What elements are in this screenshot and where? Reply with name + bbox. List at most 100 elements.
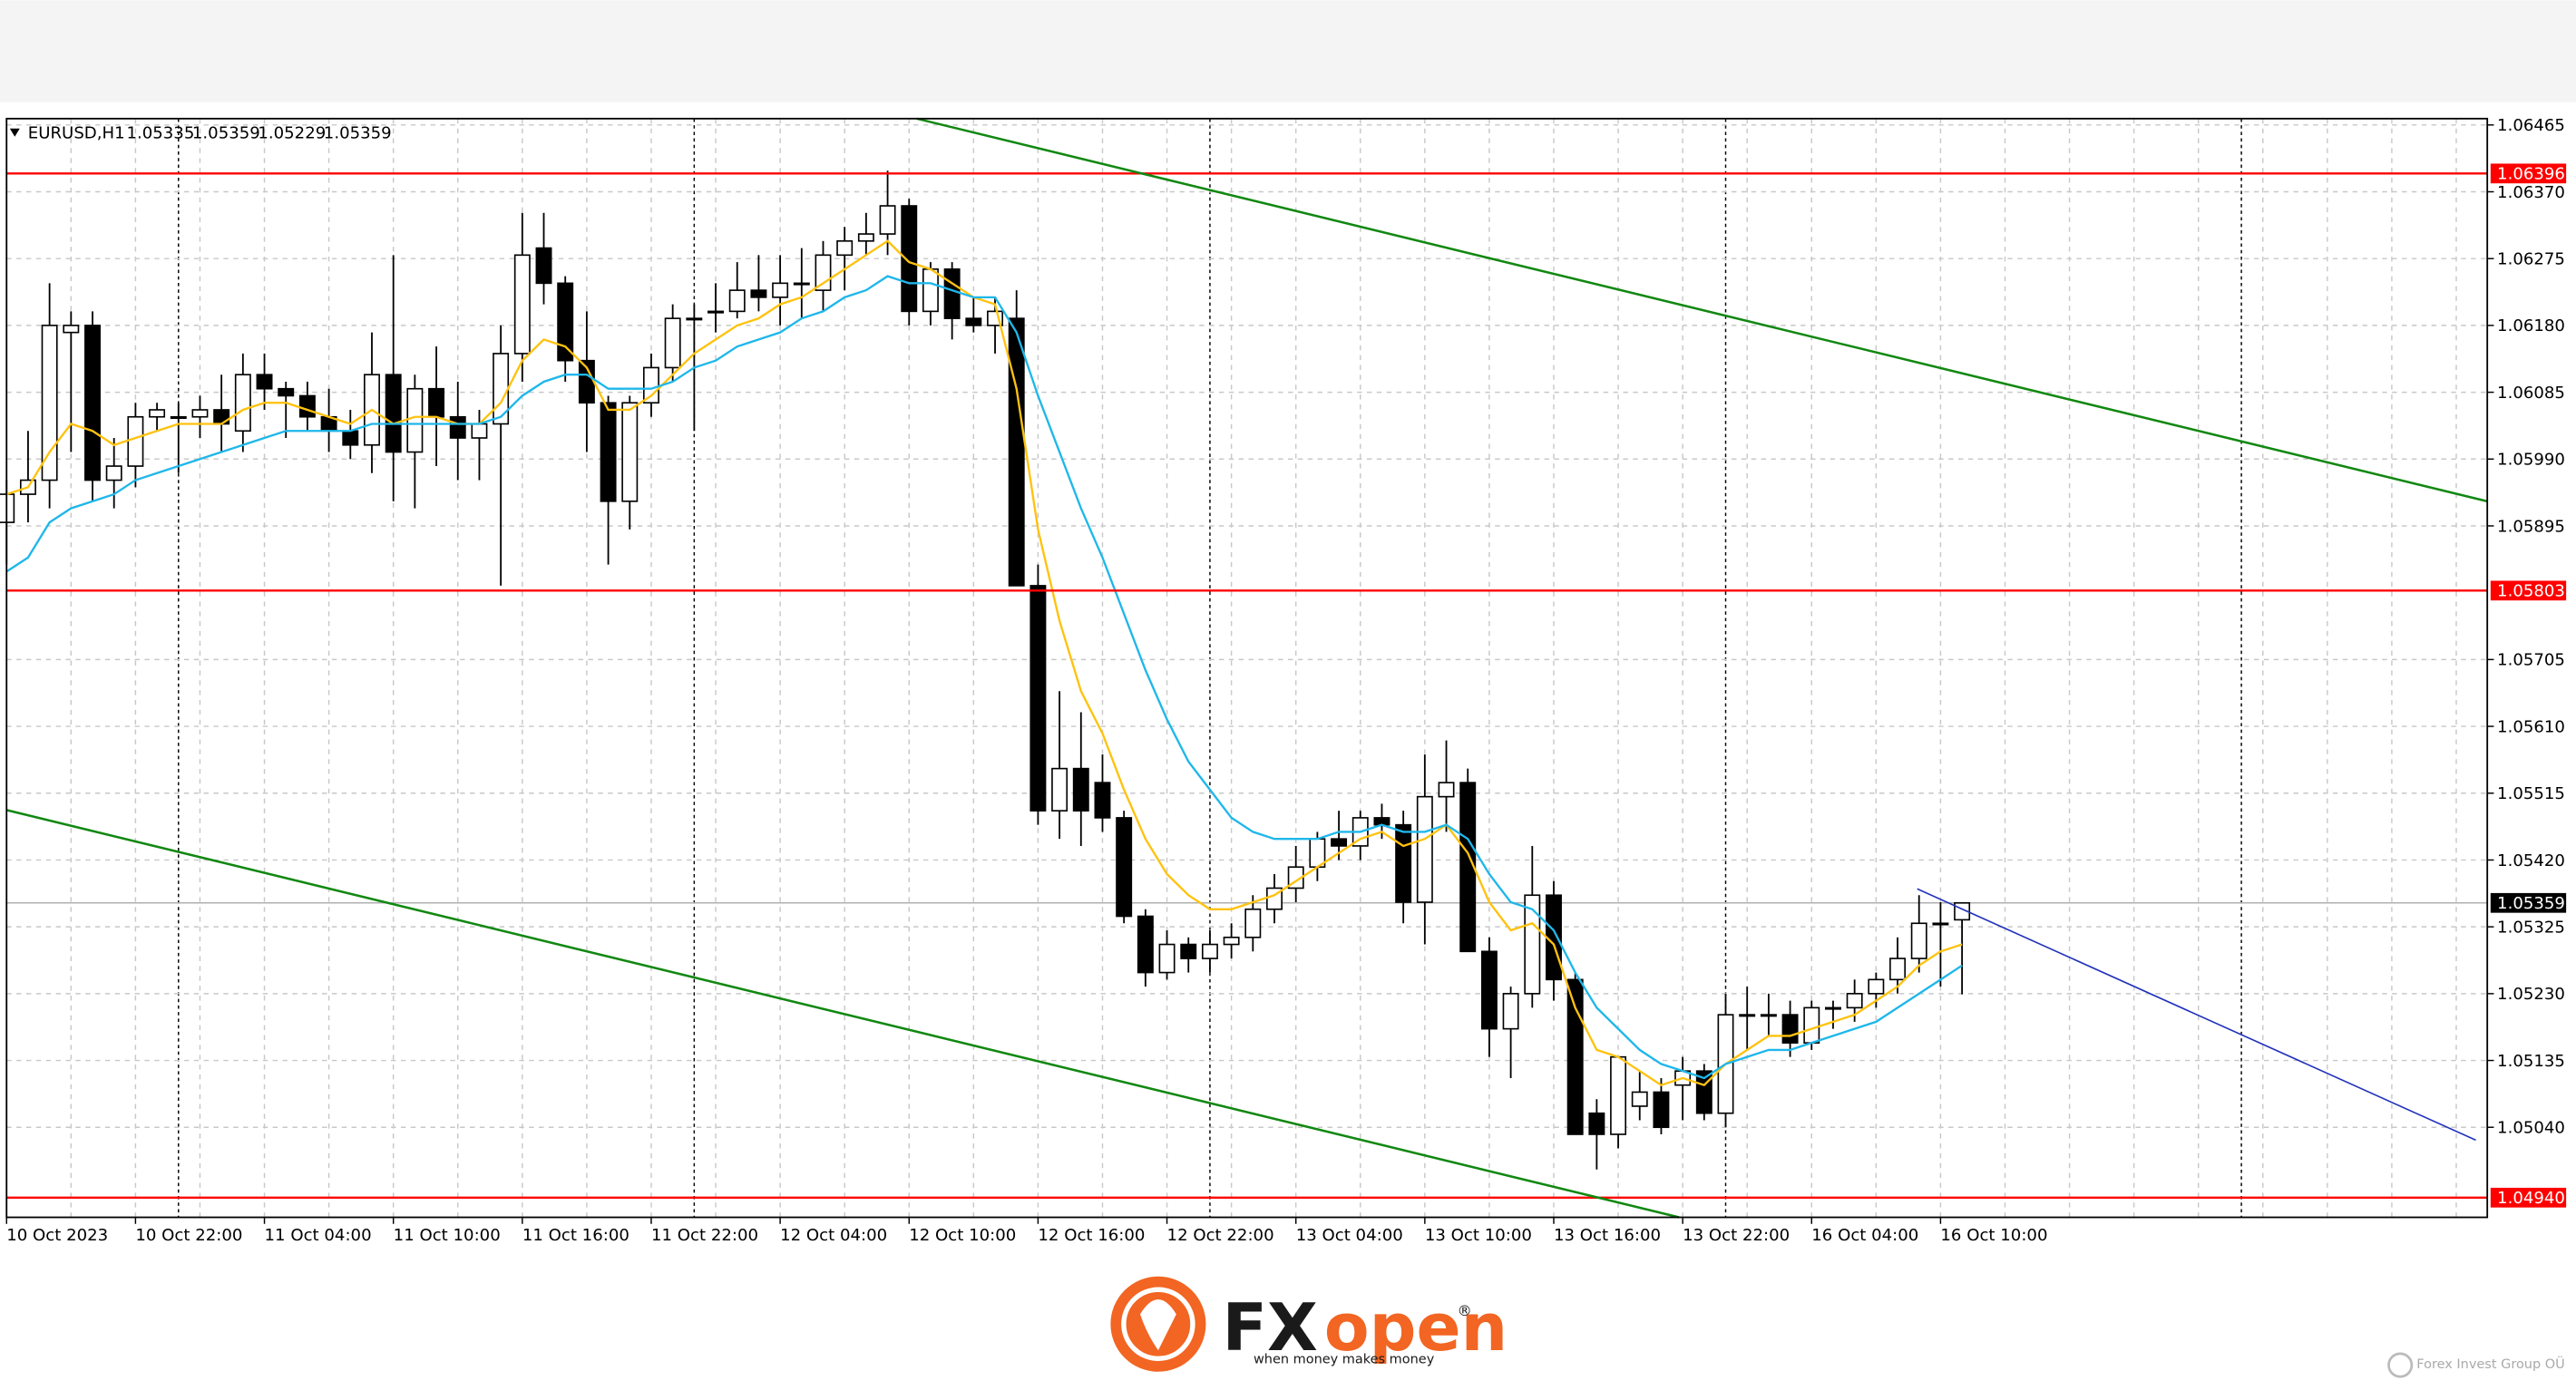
candle-body [1889,958,1907,981]
x-tick-label: 11 Oct 10:00 [394,1226,501,1245]
candle-body [901,205,918,313]
candle-body [1739,1014,1756,1017]
logo-emblem-figure [1139,1299,1176,1351]
candle-body [815,254,832,291]
candle-body [1029,585,1047,812]
x-tick-label: 12 Oct 16:00 [1038,1226,1145,1245]
y-tick-label: 1.05610 [2497,717,2565,736]
x-tick-label: 16 Oct 04:00 [1811,1226,1918,1245]
level-label: 1.06396 [2497,165,2565,184]
channel-lower [5,809,1680,1219]
watermark: Forex Invest Group OÜ [2416,1356,2564,1372]
candle-body [707,310,725,314]
candle-body [105,465,122,481]
header: EURUSD,H1 1.05335 1.05359 1.05229 1.0535… [9,124,392,143]
x-tick-label: 11 Oct 04:00 [265,1226,372,1245]
logo-reg: ® [1458,1302,1472,1319]
logo: FX open ® when money makes money Forex I… [1110,1276,2565,1378]
candle-body [84,325,101,481]
candle-body [213,409,230,425]
header-low: 1.05229 [258,124,326,143]
candle-body [1932,922,1949,926]
current-price-box [2490,892,2567,913]
x-tick-label: 10 Oct 2023 [6,1226,108,1245]
y-tick-label: 1.05040 [2497,1119,2565,1138]
candle-body [1116,817,1133,918]
candle-body [1760,1014,1777,1017]
logo-emblem-ring [1121,1287,1195,1362]
candle-body [836,239,854,257]
candle-body [170,415,187,420]
candle-body [621,402,639,502]
candle-body [385,374,402,453]
x-tick-label: 13 Oct 22:00 [1683,1226,1790,1245]
candle-body [234,374,251,433]
candle-body [943,268,961,319]
candle-body [965,317,982,326]
y-tick-label: 1.05990 [2497,451,2565,470]
trend-line [1917,888,2476,1142]
candle-body [1480,950,1498,1030]
symbol: EURUSD,H1 [28,124,125,143]
x-tick-label: 12 Oct 22:00 [1167,1226,1274,1245]
candle-body [643,366,659,404]
candle-body [1846,993,1863,1009]
current-price-label: 1.05359 [2497,894,2565,913]
candle-body [149,409,166,418]
x-tick-label: 13 Oct 10:00 [1425,1226,1532,1245]
candle-body [1631,1091,1648,1107]
level-label-box [2490,580,2567,601]
logo-open: open [1324,1290,1508,1366]
candle-body [1331,838,1348,847]
y-tick-label: 1.05895 [2497,517,2565,536]
candle-body [728,289,746,313]
level-label: 1.05803 [2497,582,2565,601]
candle-body [342,430,359,446]
level-label-box [2490,1187,2567,1208]
y-tick-label: 1.06370 [2497,183,2565,202]
candle-body [1653,1091,1670,1129]
x-tick-label: 13 Oct 16:00 [1554,1226,1661,1245]
header-high: 1.05359 [192,124,260,143]
candle-body [686,317,703,321]
candle-body [1824,1006,1841,1010]
y-tick-label: 1.05135 [2497,1052,2565,1071]
logo-fx: FX [1223,1290,1318,1366]
x-tick-label: 12 Oct 04:00 [780,1226,887,1245]
candle-body [1395,823,1412,903]
header-open: 1.05335 [126,124,194,143]
candle-body [298,394,316,418]
candle-body [1610,1055,1627,1135]
logo-tagline: when money makes money [1254,1353,1435,1367]
candle-body [922,268,939,313]
candle-body [750,289,767,298]
y-tick-label: 1.06465 [2497,116,2565,135]
candle-body [1223,936,1240,946]
y-tick-label: 1.06180 [2497,316,2565,335]
candle-body [1459,782,1477,953]
header-arrow [9,128,20,137]
candle-body [1094,782,1111,819]
y-tick-label: 1.05230 [2497,985,2565,1004]
x-tick-label: 11 Oct 16:00 [522,1226,629,1245]
candle-body [428,387,445,418]
y-tick-label: 1.05325 [2497,918,2565,937]
plot-frame [5,117,2489,1219]
candle-body [1566,978,1584,1135]
candle-body [63,325,80,334]
candle-body [1524,894,1541,995]
y-tick-label: 1.05705 [2497,651,2565,670]
candle-body [535,247,552,285]
candle-body [278,387,295,397]
y-tick-label: 1.06085 [2497,384,2565,403]
x-tick-label: 16 Oct 10:00 [1940,1226,2047,1245]
candle-body [879,205,896,235]
level-label-box [2490,163,2567,184]
candle-body [664,317,681,369]
candle-body [1781,1014,1799,1044]
plot: 1.06465 1.06370 1.06275 1.06180 1.06085 1.059… [0,116,2567,1245]
candle-body [557,282,574,362]
candle-body [406,387,424,453]
